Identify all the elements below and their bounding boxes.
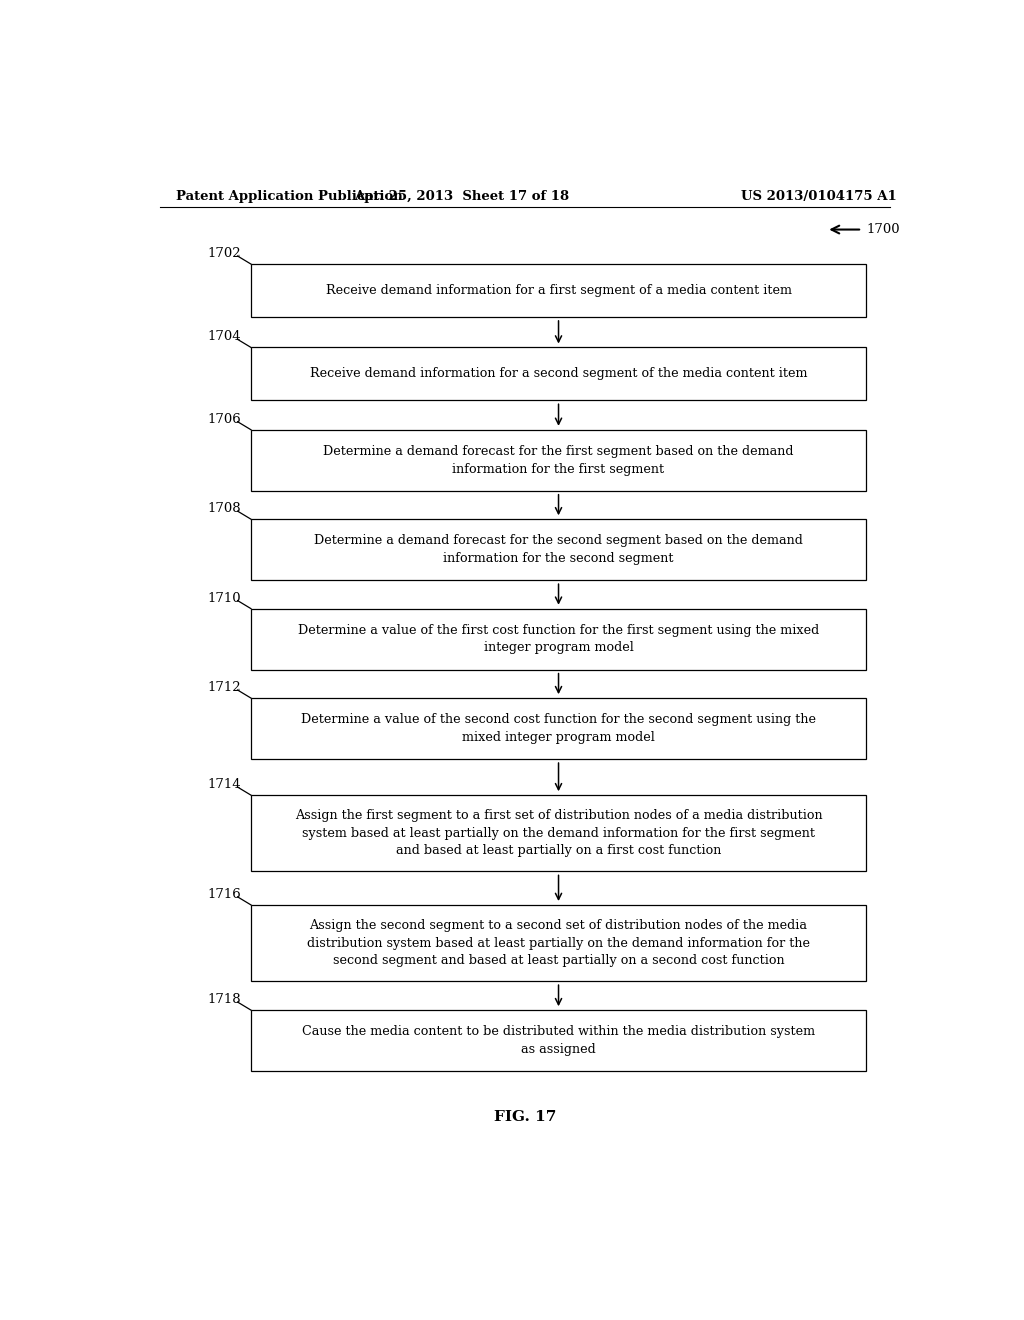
Text: Assign the second segment to a second set of distribution nodes of the media
dis: Assign the second segment to a second se… (307, 919, 810, 968)
Bar (251, 347, 866, 400)
Text: US 2013/0104175 A1: US 2013/0104175 A1 (740, 190, 896, 202)
Bar (251, 609, 866, 669)
Text: 1704: 1704 (207, 330, 241, 343)
Text: Assign the first segment to a first set of distribution nodes of a media distrib: Assign the first segment to a first set … (295, 809, 822, 857)
Bar (251, 698, 866, 759)
Text: 1714: 1714 (207, 777, 241, 791)
Bar (251, 795, 866, 871)
Text: Determine a demand forecast for the first segment based on the demand
informatio: Determine a demand forecast for the firs… (324, 445, 794, 475)
Text: Receive demand information for a second segment of the media content item: Receive demand information for a second … (310, 367, 807, 380)
Text: Receive demand information for a first segment of a media content item: Receive demand information for a first s… (326, 284, 792, 297)
Text: 1710: 1710 (207, 591, 241, 605)
Text: 1706: 1706 (207, 413, 241, 426)
Bar (251, 264, 866, 317)
Text: Patent Application Publication: Patent Application Publication (176, 190, 402, 202)
Bar (251, 519, 866, 581)
Text: 1700: 1700 (866, 223, 900, 236)
Text: Cause the media content to be distributed within the media distribution system
a: Cause the media content to be distribute… (302, 1026, 815, 1056)
Bar (251, 1010, 866, 1071)
Bar (251, 906, 866, 981)
Text: 1718: 1718 (207, 993, 241, 1006)
Text: 1716: 1716 (207, 888, 241, 900)
Bar (251, 430, 866, 491)
Text: 1708: 1708 (207, 502, 241, 515)
Text: FIG. 17: FIG. 17 (494, 1110, 556, 1123)
Text: Determine a demand forecast for the second segment based on the demand
informati: Determine a demand forecast for the seco… (314, 535, 803, 565)
Text: Apr. 25, 2013  Sheet 17 of 18: Apr. 25, 2013 Sheet 17 of 18 (353, 190, 569, 202)
Text: Determine a value of the first cost function for the first segment using the mix: Determine a value of the first cost func… (298, 624, 819, 655)
Text: Determine a value of the second cost function for the second segment using the
m: Determine a value of the second cost fun… (301, 713, 816, 744)
Text: 1702: 1702 (207, 247, 241, 260)
Text: 1712: 1712 (207, 681, 241, 694)
